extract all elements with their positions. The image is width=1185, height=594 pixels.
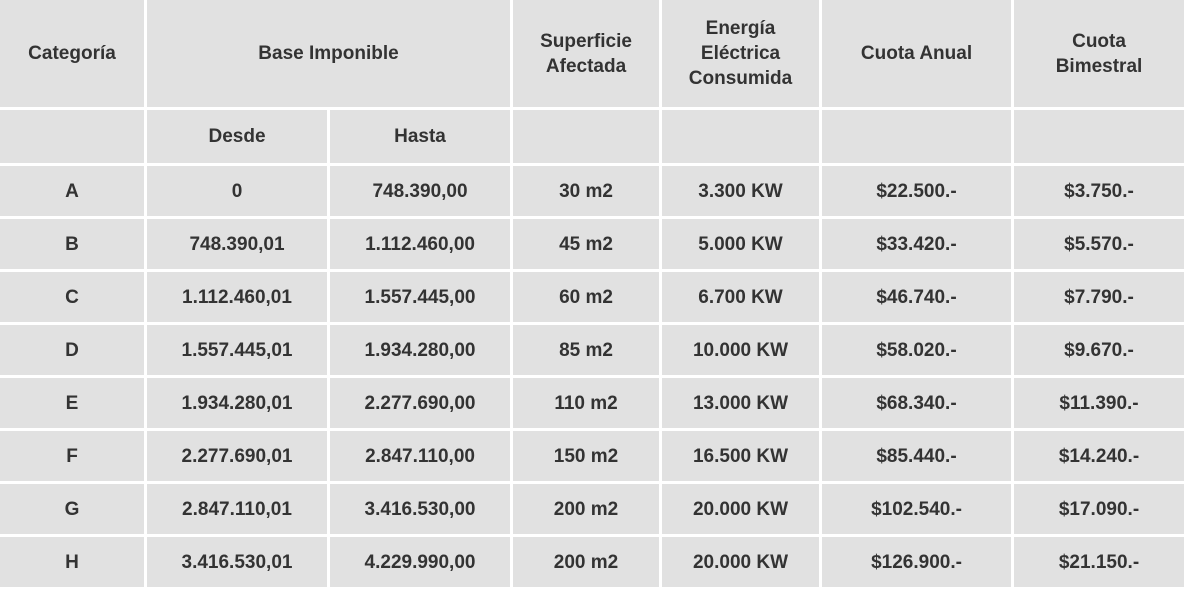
data-cell: 13.000 KW [662, 378, 820, 428]
data-cell: 150 m2 [513, 431, 660, 481]
data-cell: 2.277.690,00 [330, 378, 511, 428]
data-cell: $7.790.- [1014, 272, 1185, 322]
data-row: G 2.847.110,01 3.416.530,00 200 m2 20.000 KW… [0, 484, 1185, 534]
data-cell: 10.000 KW [662, 325, 820, 375]
data-cell: 1.112.460,00 [330, 219, 511, 269]
data-cell: $102.540.- [822, 484, 1012, 534]
data-cell: 1.934.280,01 [147, 378, 327, 428]
header-text: Base Imponible [258, 43, 399, 64]
data-cell: 20.000 KW [662, 537, 820, 587]
data-cell: 748.390,00 [330, 166, 511, 216]
header-text: Bimestral [1055, 55, 1143, 77]
data-cell: $9.670.- [1014, 325, 1185, 375]
data-row: H 3.416.530,01 4.229.990,00 200 m2 20.000 KW… [0, 537, 1185, 587]
data-row: F 2.277.690,01 2.847.110,00 150 m2 16.500 KW… [0, 431, 1185, 481]
data-cell: 0 [147, 166, 327, 216]
data-cell: 5.000 KW [662, 219, 820, 269]
empty-cell [0, 110, 144, 163]
data-cell: $5.570.- [1014, 219, 1185, 269]
header-cell: Base Imponible [147, 0, 511, 107]
data-cell: 45 m2 [513, 219, 660, 269]
data-cell: 200 m2 [513, 484, 660, 534]
empty-cell [822, 110, 1012, 163]
header-cell: Cuota Anual [822, 0, 1012, 107]
data-cell: $14.240.- [1014, 431, 1185, 481]
data-row: D 1.557.445,01 1.934.280,00 85 m2 10.000 KW $… [0, 325, 1185, 375]
header-text: Superficie [540, 30, 632, 52]
empty-cell [662, 110, 820, 163]
data-cell: 2.847.110,01 [147, 484, 327, 534]
data-cell: $17.090.- [1014, 484, 1185, 534]
header-cell: Superficie Afectada [513, 0, 660, 107]
data-cell: 3.300 KW [662, 166, 820, 216]
subheader-cell: Desde [147, 110, 327, 163]
header-text: Categoría [28, 43, 116, 64]
data-row: B 748.390,01 1.112.460,00 45 m2 5.000 KW $33.… [0, 219, 1185, 269]
data-cell: 30 m2 [513, 166, 660, 216]
header-cell: Energía Eléctrica Consumida [662, 0, 820, 107]
data-cell: 2.277.690,01 [147, 431, 327, 481]
data-cell: $58.020.- [822, 325, 1012, 375]
data-cell: $33.420.- [822, 219, 1012, 269]
data-cell: $11.390.- [1014, 378, 1185, 428]
data-cell: 3.416.530,01 [147, 537, 327, 587]
subheader-row: Desde Hasta [0, 110, 1185, 163]
data-cell: 110 m2 [513, 378, 660, 428]
data-cell: 1.557.445,01 [147, 325, 327, 375]
data-cell: 16.500 KW [662, 431, 820, 481]
data-cell: $21.150.- [1014, 537, 1185, 587]
data-cell: 1.112.460,01 [147, 272, 327, 322]
header-text: Consumida [688, 68, 793, 89]
header-text: Eléctrica [700, 43, 781, 64]
data-cell: H [0, 537, 144, 587]
data-cell: 3.416.530,00 [330, 484, 511, 534]
data-cell: 748.390,01 [147, 219, 327, 269]
data-cell: $46.740.- [822, 272, 1012, 322]
header-cell: Cuota Bimestral [1014, 0, 1185, 107]
data-cell: E [0, 378, 144, 428]
data-cell: 1.934.280,00 [330, 325, 511, 375]
data-cell: $3.750.- [1014, 166, 1185, 216]
data-cell: 6.700 KW [662, 272, 820, 322]
data-cell: 1.557.445,00 [330, 272, 511, 322]
header-cell: Categoría [0, 0, 144, 107]
data-cell: 60 m2 [513, 272, 660, 322]
data-row: C 1.112.460,01 1.557.445,00 60 m2 6.700 KW $4… [0, 272, 1185, 322]
subheader-cell: Hasta [330, 110, 511, 163]
data-cell: 20.000 KW [662, 484, 820, 534]
data-cell: B [0, 219, 144, 269]
data-cell: $126.900.- [822, 537, 1012, 587]
header-text: Cuota Anual [860, 43, 973, 64]
header-text: Energía [705, 18, 776, 39]
header-text: Cuota [1072, 30, 1126, 52]
empty-cell [1014, 110, 1185, 163]
data-cell: 4.229.990,00 [330, 537, 511, 587]
header-text: Afectada [545, 55, 627, 77]
data-cell: A [0, 166, 144, 216]
header-row: Categoría Base Imponible Superficie Afectad… [0, 0, 1185, 107]
data-cell: 200 m2 [513, 537, 660, 587]
data-cell: $85.440.- [822, 431, 1012, 481]
data-cell: 2.847.110,00 [330, 431, 511, 481]
empty-cell [513, 110, 660, 163]
data-row: A 0 748.390,00 30 m2 3.300 KW $22.500.- $3.750… [0, 166, 1185, 216]
data-row: E 1.934.280,01 2.277.690,00 110 m2 13.000 KW… [0, 378, 1185, 428]
data-cell: 85 m2 [513, 325, 660, 375]
data-cell: D [0, 325, 144, 375]
data-cell: $68.340.- [822, 378, 1012, 428]
data-cell: G [0, 484, 144, 534]
data-cell: C [0, 272, 144, 322]
data-cell: F [0, 431, 144, 481]
data-cell: $22.500.- [822, 166, 1012, 216]
